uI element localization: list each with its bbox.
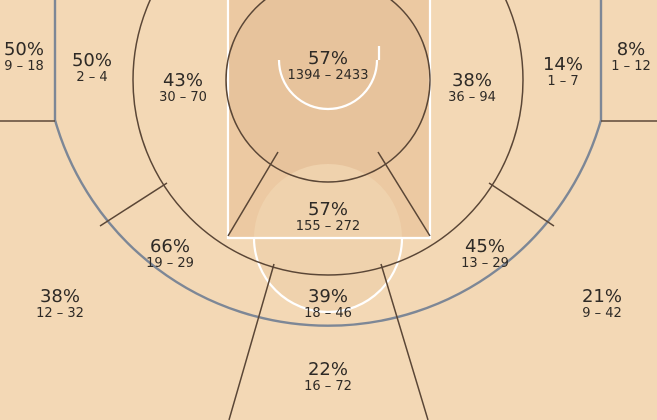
mid-range-arc (132, 0, 524, 276)
zone-pct-right-corner-three: 8% (617, 39, 646, 60)
zone-pct-right-baseline-mid: 38% (452, 70, 492, 91)
zone-made-attempted-left-wing-mid: 19 – 29 (146, 256, 194, 271)
zone-pct-left-wing-mid: 66% (150, 236, 190, 257)
zone-pct-right-wing-mid: 45% (465, 236, 505, 257)
zone-made-attempted-right-wing-three: 9 – 42 (582, 306, 622, 321)
free-throw-arc (252, 237, 404, 314)
zone-pct-left-corner-three: 50% (4, 39, 44, 60)
zone-made-attempted-paint-non-ra: 155 – 272 (296, 219, 360, 234)
zone-made-attempted-left-baseline-mid: 30 – 70 (159, 90, 207, 105)
zone-pct-top-key-mid: 39% (308, 286, 348, 307)
three-point-line (53, 0, 603, 327)
restricted-area-fill (226, 0, 430, 182)
rim-arc (277, 59, 379, 111)
zone-pct-right-mid-corner-baseline: 14% (543, 54, 583, 75)
zone-made-attempted-right-mid-corner-baseline: 1 – 7 (547, 74, 578, 89)
zone-pct-restricted-area: 57% (308, 48, 348, 69)
zone-made-attempted-left-corner-three: 9 – 18 (4, 59, 44, 74)
lane-outline (226, 0, 432, 240)
restricted-area-boundary (225, 0, 431, 183)
zone-pct-left-baseline-mid: 43% (163, 70, 203, 91)
zone-pct-left-wing-three: 38% (40, 286, 80, 307)
zone-made-attempted-top-key-mid: 18 – 46 (304, 306, 352, 321)
zone-made-attempted-left-mid-corner-baseline: 2 – 4 (76, 70, 107, 85)
zone-pct-left-mid-corner-baseline: 50% (72, 50, 112, 71)
zone-made-attempted-right-wing-mid: 13 – 29 (461, 256, 509, 271)
zone-pct-top-key-three: 22% (308, 359, 348, 380)
zone-made-attempted-top-key-three: 16 – 72 (304, 379, 352, 394)
zone-made-attempted-right-baseline-mid: 36 – 94 (448, 90, 496, 105)
zone-made-attempted-right-corner-three: 1 – 12 (611, 59, 651, 74)
zone-pct-paint-non-ra: 57% (308, 199, 348, 220)
zone-pct-right-wing-three: 21% (582, 286, 622, 307)
zone-made-attempted-restricted-area: 1394 – 2433 (288, 68, 369, 83)
zone-made-attempted-left-wing-three: 12 – 32 (36, 306, 84, 321)
